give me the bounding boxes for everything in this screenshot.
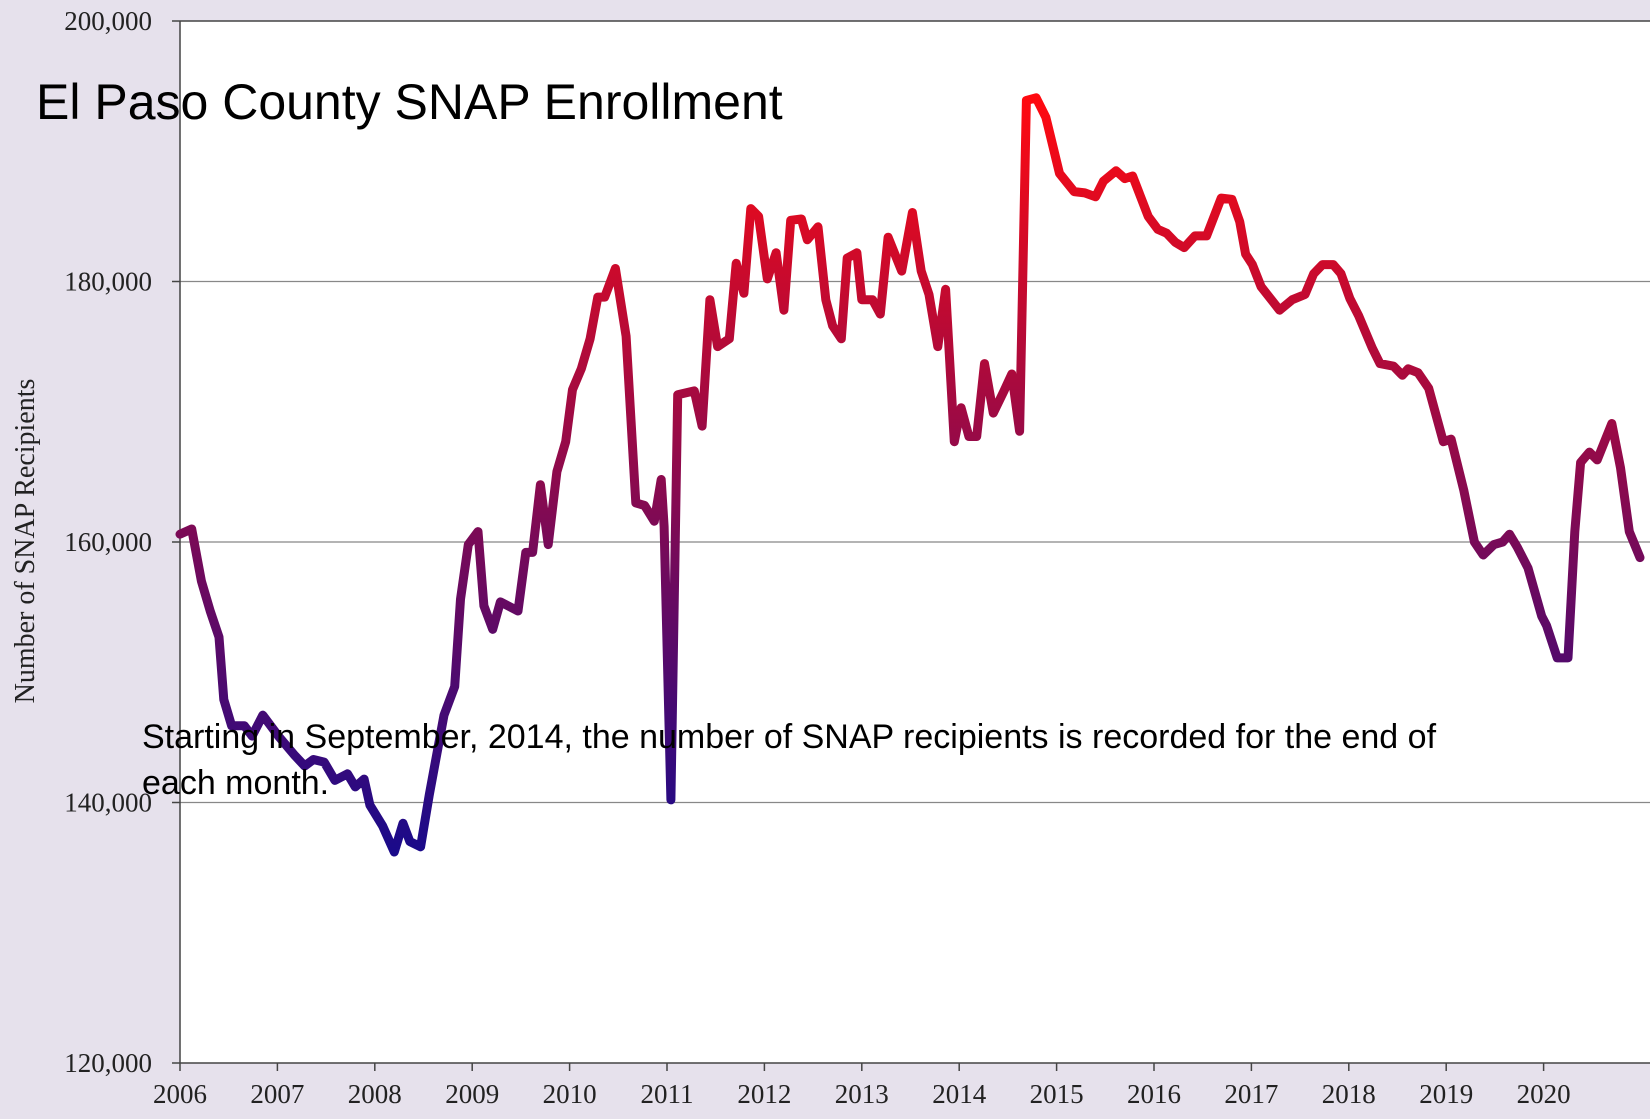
data-line bbox=[175, 93, 1645, 857]
y-tick-label: 120,000 bbox=[64, 1048, 152, 1078]
x-tick-label: 2009 bbox=[445, 1079, 499, 1109]
x-tick-label: 2013 bbox=[835, 1079, 889, 1109]
x-tick-label: 2018 bbox=[1322, 1079, 1376, 1109]
x-tick-label: 2006 bbox=[153, 1079, 207, 1109]
x-tick-label: 2010 bbox=[543, 1079, 597, 1109]
y-tick-label: 200,000 bbox=[64, 6, 152, 36]
x-tick-label: 2014 bbox=[932, 1079, 987, 1109]
x-tick-label: 2019 bbox=[1419, 1079, 1473, 1109]
x-tick-label: 2016 bbox=[1127, 1079, 1181, 1109]
chart-title: El Paso County SNAP Enrollment bbox=[36, 74, 783, 130]
y-axis-label: Number of SNAP Recipients bbox=[10, 379, 41, 704]
x-tick-label: 2012 bbox=[737, 1079, 791, 1109]
x-tick-label: 2017 bbox=[1224, 1079, 1278, 1109]
x-tick-label: 2015 bbox=[1030, 1079, 1084, 1109]
annotation: each month. bbox=[142, 764, 329, 802]
x-tick-label: 2008 bbox=[348, 1079, 402, 1109]
x-tick-label: 2007 bbox=[250, 1079, 304, 1109]
x-tick-label: 2020 bbox=[1517, 1079, 1571, 1109]
annotation: Starting in September, 2014, the number … bbox=[142, 718, 1437, 756]
y-tick-label: 180,000 bbox=[64, 267, 152, 297]
y-tick-label: 160,000 bbox=[64, 527, 152, 557]
y-tick-label: 140,000 bbox=[64, 788, 152, 818]
x-tick-label: 2011 bbox=[641, 1079, 694, 1109]
